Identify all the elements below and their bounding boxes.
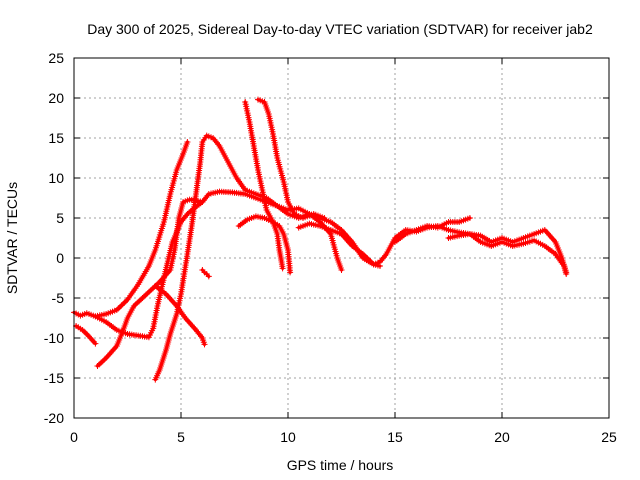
y-tick-label: 10 xyxy=(48,170,64,186)
y-tick-label: 25 xyxy=(48,50,64,66)
y-tick-label: -10 xyxy=(44,330,64,346)
x-tick-label: 10 xyxy=(280,429,296,445)
grid-layer xyxy=(74,58,609,418)
series-markers xyxy=(255,96,328,221)
x-tick-label: 0 xyxy=(70,429,78,445)
y-tick-label: 15 xyxy=(48,130,64,146)
series-arc-13 xyxy=(445,231,570,277)
x-tick-label: 20 xyxy=(494,429,510,445)
series-arc-12 xyxy=(392,215,473,245)
series-arc-10 xyxy=(255,96,328,221)
tick-layer: 0 5 10 15 20 25 -20 -15 -10 -5 0 5 10 15 20 25 xyxy=(44,50,617,445)
y-axis-label: SDTVAR / TECUs xyxy=(4,182,20,294)
series-layer xyxy=(71,96,570,383)
y-tick-label: 20 xyxy=(48,90,64,106)
chart-title: Day 300 of 2025, Sidereal Day-to-day VTE… xyxy=(87,21,593,37)
series-arc-11 xyxy=(295,220,383,269)
series-markers xyxy=(242,99,294,276)
series-arc-6 xyxy=(152,283,208,348)
x-tick-label: 25 xyxy=(601,429,617,445)
y-tick-label: 0 xyxy=(56,250,64,266)
x-axis-label: GPS time / hours xyxy=(287,457,394,473)
x-tick-label: 5 xyxy=(177,429,185,445)
series-markers xyxy=(73,323,99,347)
x-tick-label: 15 xyxy=(387,429,403,445)
y-tick-label: -20 xyxy=(44,410,64,426)
series-line xyxy=(200,268,211,278)
series-markers xyxy=(199,267,212,280)
y-tick-label: -15 xyxy=(44,370,64,386)
y-tick-label: 5 xyxy=(56,210,64,226)
series-markers xyxy=(295,220,383,269)
plot-frame xyxy=(73,57,610,419)
y-tick-label: -5 xyxy=(52,290,65,306)
series-arc-9 xyxy=(242,99,294,276)
series-markers xyxy=(445,231,570,277)
series-markers xyxy=(152,283,208,348)
series-markers xyxy=(152,132,345,383)
series-arc-7 xyxy=(199,267,212,280)
series-arc-2 xyxy=(73,323,99,347)
series-markers xyxy=(392,215,473,245)
